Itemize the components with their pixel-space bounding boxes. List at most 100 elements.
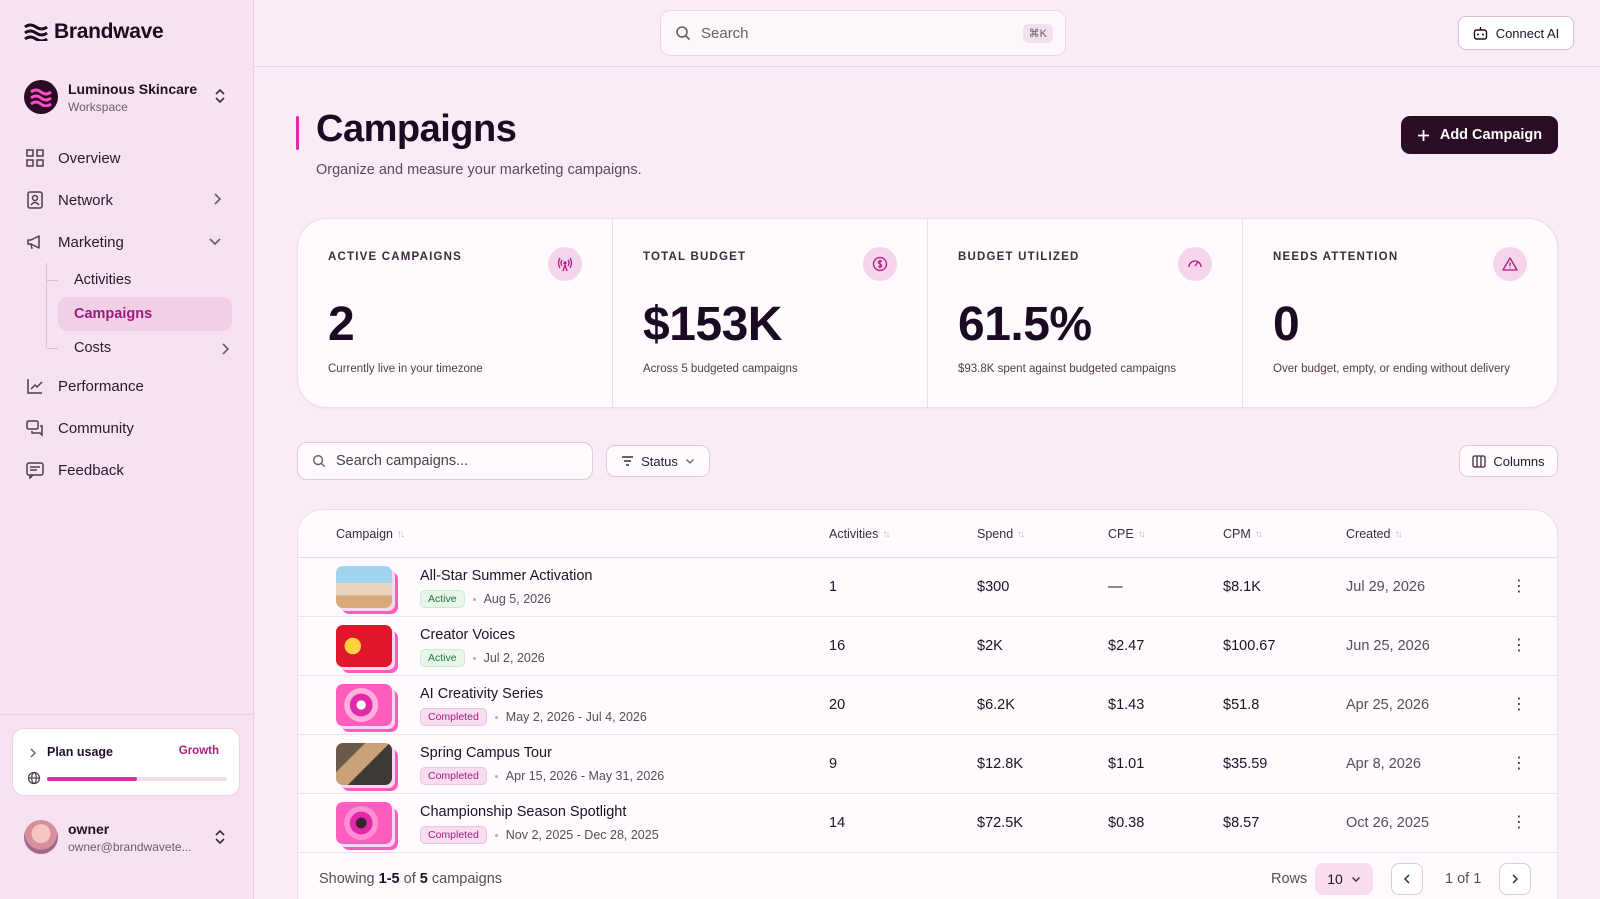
- rows-per-page-label: Rows: [1271, 871, 1308, 887]
- title-accent-bar: [296, 116, 299, 150]
- table-header: Campaign ↑↓ Activities ↑↓ Spend ↑↓ CPE ↑↓ CP…: [298, 510, 1557, 558]
- column-header-activities[interactable]: Activities ↑↓: [829, 527, 890, 541]
- pagination-summary: Showing 1-5 of 5 campaigns: [319, 871, 502, 887]
- table-row[interactable]: Creator Voices Active Jul 2, 2026 16 $2K…: [298, 617, 1557, 676]
- search-input[interactable]: Search: [701, 24, 749, 42]
- created-cell: Oct 26, 2025: [1346, 815, 1430, 831]
- more-vertical-icon[interactable]: ⋮: [1511, 814, 1527, 831]
- workspace-logo-icon: [30, 88, 52, 107]
- more-vertical-icon[interactable]: ⋮: [1511, 578, 1527, 595]
- spend-cell: $6.2K: [977, 697, 1015, 713]
- plan-usage-card[interactable]: Plan usage Growth: [12, 728, 240, 796]
- column-header-cpm[interactable]: CPM ↑↓: [1223, 527, 1263, 541]
- status-badge: Completed: [420, 708, 487, 726]
- table-row[interactable]: Championship Season Spotlight Completed …: [298, 794, 1557, 853]
- more-vertical-icon[interactable]: ⋮: [1511, 755, 1527, 772]
- tree-connector: [46, 280, 58, 281]
- campaign-dates: Aug 5, 2026: [483, 592, 552, 606]
- columns-button[interactable]: Columns: [1459, 445, 1558, 477]
- created-cell: Apr 25, 2026: [1346, 697, 1430, 713]
- user-email: owner@brandwavete...: [68, 839, 192, 854]
- campaign-meta: Completed Nov 2, 2025 - Dec 28, 2025: [420, 826, 659, 844]
- campaign-thumbnail: [336, 802, 398, 850]
- column-header-created[interactable]: Created ↑↓: [1346, 527, 1402, 541]
- workspace-switcher[interactable]: Luminous Skincare Workspace: [24, 78, 234, 116]
- cpe-cell: $0.38: [1108, 815, 1145, 831]
- summary-suffix: campaigns: [431, 871, 503, 887]
- campaign-name[interactable]: Creator Voices: [420, 627, 516, 643]
- global-search[interactable]: Search ⌘K: [660, 10, 1066, 56]
- brand-name: Brandwave: [54, 20, 164, 43]
- campaign-search-input[interactable]: Search campaigns...: [336, 453, 469, 469]
- campaign-dates: Apr 15, 2026 - May 31, 2026: [505, 769, 665, 783]
- summary-total: 5: [419, 871, 428, 887]
- next-page-button[interactable]: [1499, 863, 1531, 895]
- stat-note: Over budget, empty, or ending without de…: [1273, 363, 1510, 375]
- sidebar-item-overview[interactable]: Overview: [16, 137, 240, 179]
- campaign-search[interactable]: Search campaigns...: [297, 442, 593, 480]
- rows-per-page-select[interactable]: 10: [1315, 863, 1373, 895]
- cpe-cell: $1.43: [1108, 697, 1145, 713]
- column-header-spend[interactable]: Spend ↑↓: [977, 527, 1025, 541]
- sidebar-item-campaigns[interactable]: Campaigns: [58, 297, 232, 331]
- campaign-meta: Completed Apr 15, 2026 - May 31, 2026: [420, 767, 664, 785]
- cpm-cell: $100.67: [1223, 638, 1276, 654]
- sort-icon: ↑↓: [1254, 528, 1263, 540]
- sidebar-item-network[interactable]: Network: [16, 179, 240, 221]
- column-header-cpe[interactable]: CPE ↑↓: [1108, 527, 1146, 541]
- campaigns-table: Campaign ↑↓ Activities ↑↓ Spend ↑↓ CPE ↑↓ CP…: [297, 509, 1558, 899]
- table-row[interactable]: All-Star Summer Activation Active Aug 5,…: [298, 558, 1557, 617]
- sidebar-item-activities[interactable]: Activities: [46, 263, 240, 297]
- campaign-name[interactable]: AI Creativity Series: [420, 686, 544, 702]
- user-menu[interactable]: owner owner@brandwavete...: [24, 818, 234, 856]
- sidebar-item-feedback[interactable]: Feedback: [16, 449, 240, 491]
- sidebar-item-label: Overview: [58, 149, 121, 167]
- campaign-thumbnail: [336, 684, 398, 732]
- filter-bar: Search campaigns... Status Columns: [297, 442, 1558, 480]
- chevron-up-down-icon: [215, 829, 225, 845]
- grid-icon: [26, 149, 44, 167]
- table-row[interactable]: AI Creativity Series Completed May 2, 20…: [298, 676, 1557, 735]
- separator-dot: [494, 715, 498, 719]
- summary-of: of: [403, 871, 416, 887]
- workspace-avatar: [24, 80, 58, 114]
- globe-icon: [27, 771, 41, 785]
- more-vertical-icon[interactable]: ⋮: [1511, 637, 1527, 654]
- sidebar-item-label: Community: [58, 419, 134, 437]
- user-name: owner: [68, 820, 110, 837]
- campaign-name[interactable]: All-Star Summer Activation: [420, 568, 593, 584]
- cpm-cell: $35.59: [1223, 756, 1268, 772]
- campaign-name[interactable]: Championship Season Spotlight: [420, 804, 627, 820]
- previous-page-button[interactable]: [1391, 863, 1423, 895]
- sort-icon: ↑↓: [1394, 528, 1402, 540]
- status-filter-button[interactable]: Status: [606, 445, 710, 477]
- campaign-dates: May 2, 2026 - Jul 4, 2026: [505, 710, 647, 724]
- column-header-label: CPE: [1108, 527, 1134, 541]
- campaign-name[interactable]: Spring Campus Tour: [420, 745, 552, 761]
- more-vertical-icon[interactable]: ⋮: [1511, 696, 1527, 713]
- columns-icon: [1472, 454, 1486, 468]
- warning-icon: [1493, 247, 1527, 281]
- add-campaign-label: Add Campaign: [1439, 127, 1543, 143]
- sidebar-item-performance[interactable]: Performance: [16, 365, 240, 407]
- sidebar-item-marketing[interactable]: Marketing: [16, 221, 240, 263]
- chevron-up-down-icon: [215, 88, 225, 104]
- sidebar-item-community[interactable]: Community: [16, 407, 240, 449]
- sidebar-item-label: Network: [58, 191, 114, 209]
- sidebar-item-costs[interactable]: Costs: [46, 331, 240, 365]
- rows-per-page-value: 10: [1327, 871, 1343, 887]
- activities-cell: 9: [829, 756, 838, 772]
- sidebar-item-label: Performance: [58, 377, 144, 395]
- chevron-right-icon: [1512, 874, 1519, 884]
- connect-ai-button[interactable]: Connect AI: [1458, 16, 1574, 50]
- sort-icon: ↑↓: [396, 528, 405, 540]
- table-row[interactable]: Spring Campus Tour Completed Apr 15, 202…: [298, 735, 1557, 794]
- plan-usage-title: Plan usage: [47, 745, 113, 759]
- brand-logo[interactable]: Brandwave: [24, 20, 164, 44]
- plus-icon: [1417, 129, 1429, 141]
- plan-usage-bar: [47, 777, 227, 781]
- sort-icon: ↑↓: [882, 528, 890, 540]
- plan-tier-badge: Growth: [178, 745, 219, 757]
- add-campaign-button[interactable]: Add Campaign: [1401, 116, 1558, 154]
- column-header-campaign[interactable]: Campaign ↑↓: [336, 527, 405, 541]
